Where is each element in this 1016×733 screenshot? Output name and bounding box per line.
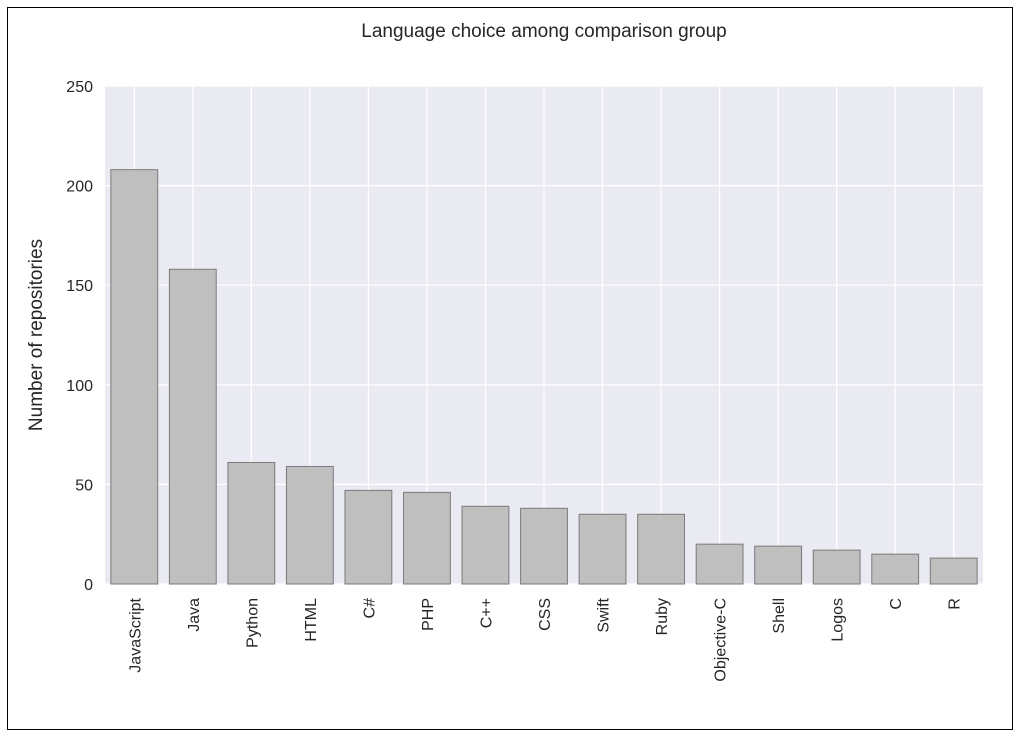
x-tick-label: R bbox=[947, 598, 964, 610]
bar bbox=[403, 491, 451, 585]
bar bbox=[754, 545, 803, 585]
x-tick-labels: JavaScript Java Python HTML C# PHP C++ CSS Swift… bbox=[127, 597, 963, 681]
bars bbox=[110, 169, 978, 585]
bar bbox=[871, 553, 920, 585]
x-tick-label: Shell bbox=[771, 598, 788, 634]
bar bbox=[168, 268, 217, 585]
y-tick-label: 250 bbox=[66, 79, 93, 96]
bar bbox=[637, 513, 685, 585]
x-tick-label: CSS bbox=[537, 598, 554, 631]
y-tick-label: 100 bbox=[66, 378, 93, 395]
x-tick-label: Python bbox=[244, 598, 261, 648]
y-tick-label: 0 bbox=[84, 577, 93, 594]
bar bbox=[227, 461, 276, 585]
chart-title: Language choice among comparison group bbox=[361, 21, 726, 42]
x-tick-label: C bbox=[888, 598, 905, 610]
bar bbox=[929, 557, 978, 585]
y-tick-label: 150 bbox=[66, 278, 93, 295]
bar bbox=[695, 543, 744, 585]
bar bbox=[461, 505, 510, 585]
y-tick-labels: 0 50 100 150 200 250 bbox=[66, 79, 93, 594]
bar bbox=[812, 549, 861, 585]
x-tick-label: C# bbox=[361, 598, 378, 619]
x-tick-label: Objective-C bbox=[713, 598, 730, 682]
bar bbox=[520, 507, 568, 585]
y-axis-label: Number of repositories bbox=[26, 239, 47, 431]
x-tick-label: PHP bbox=[420, 598, 437, 631]
x-tick-label: HTML bbox=[303, 598, 320, 642]
x-tick-label: Swift bbox=[596, 597, 613, 632]
bar bbox=[578, 513, 627, 585]
bar bbox=[110, 169, 159, 585]
y-tick-label: 200 bbox=[66, 179, 93, 196]
x-tick-label: JavaScript bbox=[127, 597, 144, 672]
x-tick-label: Java bbox=[186, 598, 203, 632]
x-tick-label: Ruby bbox=[654, 598, 671, 635]
x-tick-label: C++ bbox=[478, 598, 495, 628]
bar bbox=[344, 489, 393, 585]
y-tick-label: 50 bbox=[75, 477, 93, 494]
bar bbox=[285, 465, 334, 585]
x-tick-label: Logos bbox=[830, 598, 847, 642]
